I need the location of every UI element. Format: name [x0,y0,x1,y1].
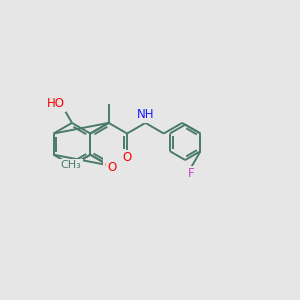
Text: O: O [122,151,132,164]
Text: O: O [104,159,113,172]
Text: HO: HO [47,98,65,110]
Text: O: O [107,160,116,174]
Text: CH₃: CH₃ [60,160,81,170]
Text: F: F [188,167,195,180]
Text: NH: NH [137,108,154,121]
